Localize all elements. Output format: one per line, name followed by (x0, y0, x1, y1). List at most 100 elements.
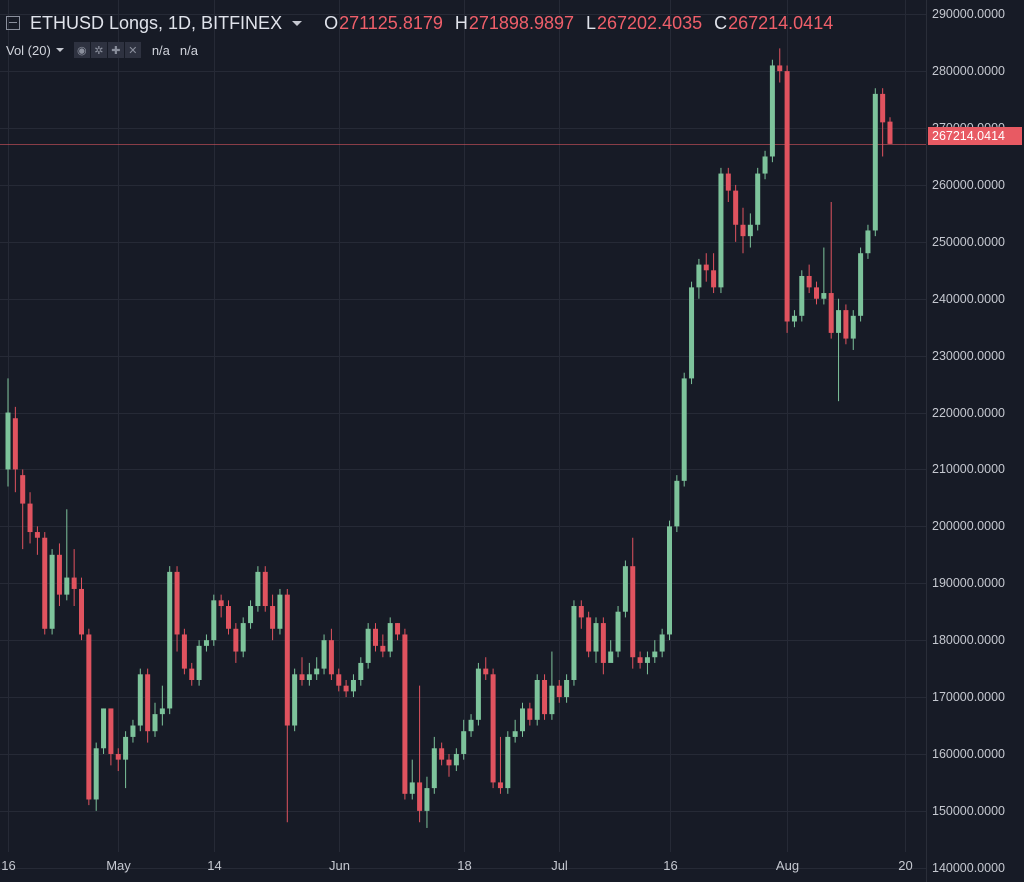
candle-body (424, 788, 430, 811)
candle-body (226, 606, 231, 629)
candle-body (189, 668, 195, 680)
eye-icon[interactable]: ◉ (73, 42, 90, 58)
open-value: 271125.8179 (339, 12, 443, 33)
candle-body (181, 634, 187, 669)
candle (115, 748, 121, 772)
candle-body (115, 753, 121, 760)
time-tick-label: Aug (775, 858, 800, 873)
price-tick-label: 170000.0000 (932, 689, 1005, 704)
candle-body (747, 224, 753, 237)
candle (284, 588, 290, 823)
candle-body (101, 708, 107, 749)
candle-body (314, 668, 320, 675)
time-tick-label: 20 (898, 858, 913, 873)
candle-body (130, 725, 136, 737)
price-tick-label: 280000.0000 (932, 63, 1005, 78)
candle-body (417, 782, 423, 811)
low-value: 267202.4035 (597, 12, 703, 33)
symbol-title[interactable]: ETHUSD Longs, 1D, BITFINEX (30, 12, 283, 33)
candle (424, 776, 430, 828)
candle-body (475, 668, 481, 720)
volume-legend: Vol (20) ◉ ✲ ✚ ✕ n/a n/a (6, 41, 198, 59)
candle (578, 600, 584, 629)
candle-body (233, 628, 239, 652)
candle (689, 281, 695, 385)
candle-body (667, 526, 672, 635)
candle (630, 537, 636, 669)
candle (711, 253, 717, 294)
candle (299, 657, 305, 686)
chevron-down-icon[interactable] (55, 48, 64, 52)
candle-body (167, 571, 173, 709)
candle (593, 617, 599, 663)
candle-body (711, 270, 717, 288)
candle (167, 566, 173, 715)
candle (622, 560, 628, 618)
candle-body (152, 714, 158, 732)
candle (350, 674, 356, 698)
candle-body (211, 600, 217, 641)
candle (262, 566, 268, 612)
collapse-icon[interactable] (6, 16, 20, 30)
candle (196, 640, 202, 686)
candle-body (299, 674, 305, 680)
price-tick-label: 290000.0000 (932, 6, 1005, 21)
price-tick-label: 260000.0000 (932, 177, 1005, 192)
candle (336, 668, 342, 692)
candle (101, 708, 107, 754)
candle-body (784, 71, 790, 322)
time-tick-label: May (106, 858, 131, 873)
price-tick-label: 250000.0000 (932, 234, 1005, 249)
candle-body (762, 156, 768, 174)
candle (520, 702, 525, 737)
volume-label[interactable]: Vol (20) (6, 42, 51, 58)
candle (277, 588, 283, 635)
candle-body (497, 782, 503, 789)
time-tick-label: 14 (207, 858, 222, 873)
candle (836, 298, 842, 402)
candle-body (615, 611, 621, 652)
candle-body (791, 315, 797, 322)
candle-body (196, 645, 202, 680)
time-tick-label: 18 (457, 858, 472, 873)
candle (674, 475, 680, 533)
candle (79, 577, 84, 641)
candle (306, 662, 312, 686)
chevron-down-icon[interactable] (292, 20, 303, 26)
candle-body (409, 782, 415, 794)
candle (527, 702, 533, 726)
candle-body (703, 264, 709, 271)
gear-icon[interactable]: ✲ (90, 42, 107, 58)
price-tick-label: 200000.0000 (932, 518, 1005, 533)
candle (417, 685, 423, 823)
candle (130, 719, 136, 743)
candle (292, 668, 298, 732)
candle (189, 662, 195, 686)
close-key: C (714, 12, 728, 33)
plus-icon[interactable]: ✚ (107, 42, 124, 58)
close-icon[interactable]: ✕ (124, 42, 141, 58)
candle-body (387, 623, 393, 652)
candles (5, 48, 893, 828)
candle-body (556, 685, 562, 698)
candle (152, 702, 158, 737)
price-tick-label: 240000.0000 (932, 291, 1005, 306)
candle (226, 600, 231, 635)
candle (123, 731, 129, 789)
time-tick-label: Jul (551, 858, 568, 873)
candle (380, 634, 386, 658)
candle-body (843, 310, 849, 339)
candle-body (395, 623, 401, 635)
candle (446, 753, 452, 777)
low-key: L (585, 12, 596, 33)
candle-body (769, 65, 775, 157)
candle-body (292, 674, 298, 726)
candle-body (755, 173, 761, 225)
candle-body (365, 628, 371, 663)
candle (145, 668, 151, 743)
candle-body (806, 275, 812, 288)
candle (497, 736, 503, 794)
candle-body (740, 224, 746, 237)
